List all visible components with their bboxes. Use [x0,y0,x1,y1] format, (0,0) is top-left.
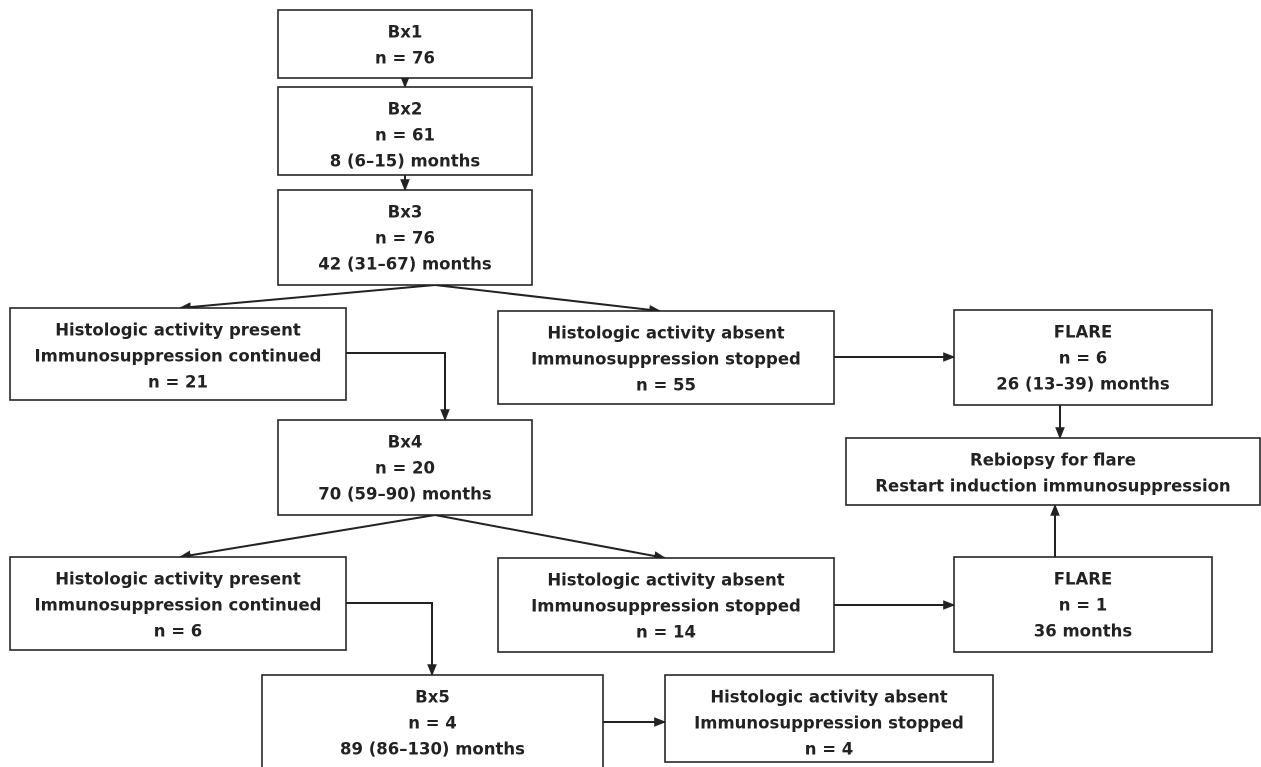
node-text: 36 months [1034,622,1133,641]
node-text: 8 (6–15) months [330,152,481,171]
boxes: Bx1 n = 76 Bx2 n = 61 8 (6–15) months Bx3 n = … [9,9,1261,767]
arrow [346,602,437,677]
node-text: n = 4 [408,714,457,733]
node-text: 70 (59–90) months [318,485,492,504]
node-text: Bx1 [388,23,423,42]
node-text: n = 6 [154,622,203,641]
node-text: Bx5 [415,688,450,707]
node-text: Histologic activity present [55,321,301,340]
node-text: n = 55 [636,376,696,395]
node-text: n = 20 [375,459,435,478]
node-text: 42 (31–67) months [318,255,492,274]
node-box [9,307,347,401]
node-box [9,556,347,651]
node-text: 26 (13–39) months [996,375,1170,394]
node-box [664,674,994,763]
node-text: Immunosuppression stopped [531,597,801,616]
node-text: n = 6 [1059,349,1108,368]
node-text: Immunosuppression stopped [694,714,964,733]
node-box [845,437,1261,506]
node-box [277,189,533,286]
arrow [178,284,436,312]
node-text: n = 14 [636,623,696,642]
node-box [953,556,1213,653]
node-text: n = 76 [375,49,435,68]
node-text: Restart induction immunosuppression [875,477,1230,496]
node-box [953,309,1213,406]
node-text: n = 4 [805,740,854,759]
node-text: Bx4 [388,433,423,452]
node-text: 89 (86–130) months [340,740,525,759]
arrow [178,514,436,560]
node-text: Bx3 [388,203,423,222]
node-box [497,557,835,653]
node-text: n = 1 [1059,596,1108,615]
arrows [178,76,1065,727]
arrow [434,284,662,315]
node-text: FLARE [1054,570,1113,589]
node-text: n = 76 [375,229,435,248]
node-text: n = 21 [148,373,208,392]
arrow [434,514,667,561]
node-text: Immunosuppression stopped [531,350,801,369]
node-box [277,419,533,516]
node-box [497,310,835,405]
node-text: Histologic activity absent [710,688,947,707]
node-text: Immunosuppression continued [35,596,322,615]
node-text: Immunosuppression continued [35,347,322,366]
node-text: n = 61 [375,126,435,145]
node-box [261,674,604,767]
node-text: FLARE [1054,323,1113,342]
node-text: Histologic activity absent [547,324,784,343]
node-box [277,9,533,79]
node-text: Histologic activity present [55,570,301,589]
node-text: Histologic activity absent [547,571,784,590]
arrow [346,352,450,422]
node-text: Rebiopsy for flare [970,451,1136,470]
node-text: Bx2 [388,100,423,119]
node-box [277,86,533,176]
